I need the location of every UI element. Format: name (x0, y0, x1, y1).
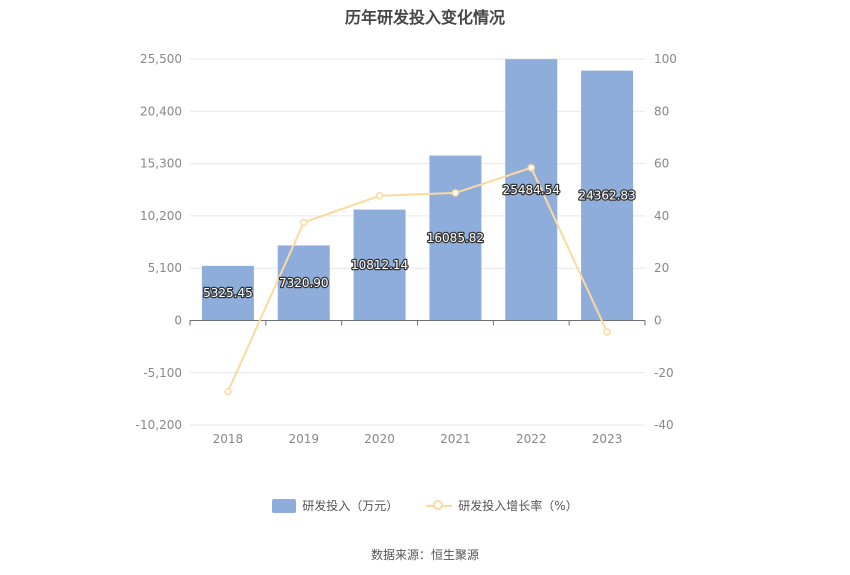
legend-bar-swatch (272, 498, 297, 513)
growth-point (224, 387, 232, 396)
bar-value-label: 16085.82 (427, 231, 484, 245)
x-tick-label: 2021 (440, 432, 471, 446)
y-left-tick-label: 25,500 (140, 52, 182, 66)
bar-value-label: 24362.83 (578, 189, 635, 203)
y-right-tick-label: 80 (654, 104, 669, 118)
legend-line-swatch (426, 499, 453, 513)
y-right-tick-label: 100 (654, 52, 677, 66)
legend: 研发投入（万元） 研发投入增长率（%） (0, 497, 850, 514)
bar (581, 70, 634, 321)
y-right-tick-label: 40 (654, 209, 669, 223)
bar (201, 265, 254, 321)
legend-item-line[interactable]: 研发投入增长率（%） (426, 497, 578, 514)
y-left-tick-label: -5,100 (143, 366, 182, 380)
legend-item-bar[interactable]: 研发投入（万元） (272, 497, 398, 514)
x-tick-label: 2022 (516, 432, 547, 446)
bar-value-label: 7320.90 (279, 276, 329, 290)
bar (277, 245, 330, 321)
y-right-tick-label: 60 (654, 157, 669, 171)
y-right-tick-label: -20 (654, 366, 674, 380)
source-note: 数据来源：恒生聚源 (370, 548, 479, 562)
y-right-tick-label: 0 (654, 314, 662, 328)
legend-line-label: 研发投入增长率（%） (458, 499, 578, 513)
bar-value-label: 25484.54 (503, 183, 560, 197)
y-left-tick-label: -10,200 (136, 418, 182, 432)
y-left-tick-label: 20,400 (140, 104, 182, 118)
growth-point (603, 328, 611, 336)
bar-value-label: 10812.14 (351, 258, 408, 272)
x-tick-label: 2019 (288, 432, 319, 446)
bar (429, 155, 482, 321)
bar (353, 209, 406, 321)
growth-line (227, 166, 608, 393)
y-right-tick-label: -40 (654, 418, 674, 432)
growth-point (451, 189, 460, 197)
x-tick-label: 2023 (592, 432, 623, 446)
y-left-tick-label: 0 (174, 314, 182, 328)
chart-plot: 25,500 20,400 15,300 10,200 5,100 0 -5,100 -10,… (136, 52, 677, 446)
y-right-tick-label: 20 (654, 261, 669, 275)
bar-value-label: 5325.45 (203, 286, 253, 300)
growth-point (527, 164, 535, 172)
bar (505, 59, 558, 321)
x-tick-label: 2018 (213, 432, 244, 446)
legend-bar-label: 研发投入（万元） (302, 499, 399, 513)
y-left-tick-label: 10,200 (140, 209, 182, 223)
growth-point (375, 192, 384, 200)
chart-title: 历年研发投入变化情况 (344, 8, 505, 27)
x-tick-label: 2020 (364, 432, 395, 446)
growth-point (300, 218, 308, 227)
y-left-tick-label: 5,100 (148, 261, 182, 275)
y-left-tick-label: 15,300 (140, 157, 182, 171)
